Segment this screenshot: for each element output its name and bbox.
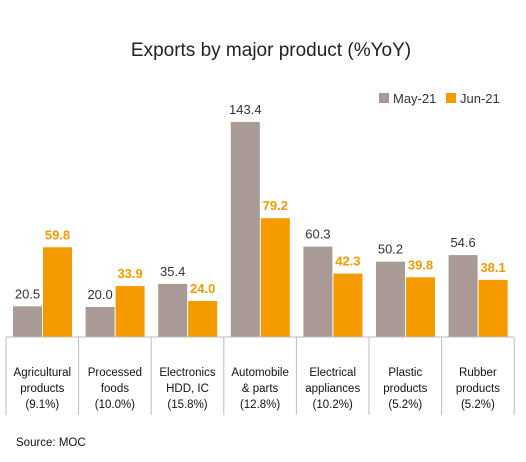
value-label-jun-21-plastic: 39.8 (408, 257, 433, 272)
category-label-plastic-line-2: products (383, 383, 427, 395)
value-label-may-21-electronics: 35.4 (160, 264, 185, 279)
bar-jun-21-automobile (260, 218, 290, 337)
category-label-agricultural-line-3: (9.1%) (25, 399, 59, 411)
category-label-electronics-line-1: Electronics (159, 367, 215, 379)
category-label-electrical-line-3: (10.2%) (313, 399, 353, 411)
category-label-agricultural-line-2: products (20, 383, 64, 395)
value-label-may-21-plastic: 50.2 (378, 242, 403, 257)
value-label-jun-21-automobile: 79.2 (263, 198, 288, 213)
bar-jun-21-electrical (333, 273, 363, 337)
bar-value-labels: 20.5 59.8 20.0 33.9 35.4 24.0 143.4 79.2 60.3 42.… (15, 102, 506, 302)
value-label-may-21-agricultural: 20.5 (15, 286, 40, 301)
bar-may-21-agricultural (13, 306, 42, 338)
bar-jun-21-plastic (406, 277, 435, 337)
bars (13, 121, 508, 338)
category-label-rubber-line-2: products (456, 383, 500, 395)
legend-label-jun-21: Jun-21 (460, 91, 500, 106)
value-label-may-21-rubber: 54.6 (450, 235, 475, 250)
value-label-jun-21-rubber: 38.1 (480, 260, 505, 275)
category-label-plastic-line-3: (5.2%) (388, 399, 422, 411)
value-label-jun-21-electrical: 42.3 (335, 254, 360, 269)
category-dividers (5, 337, 515, 415)
value-label-may-21-electrical: 60.3 (305, 227, 330, 242)
source-note: Source: MOC (16, 437, 86, 449)
category-label-electrical-line-2: appliances (305, 383, 360, 395)
category-label-plastic-line-1: Plastic (388, 367, 422, 379)
value-label-jun-21-electronics: 24.0 (190, 281, 215, 296)
bar-jun-21-rubber (478, 279, 508, 338)
category-label-rubber-line-3: (5.2%) (461, 399, 495, 411)
bar-may-21-electrical (303, 246, 333, 337)
value-label-may-21-automobile: 143.4 (229, 102, 262, 117)
category-label-automobile-line-2: & parts (242, 383, 279, 395)
value-label-jun-21-agricultural: 59.8 (45, 227, 70, 242)
chart-title: Exports by major product (%YoY) (131, 40, 411, 61)
category-label-processed-line-3: (10.0%) (95, 399, 135, 411)
category-labels: Agricultural products (9.1%) Processed foods… (14, 367, 501, 411)
bar-may-21-electronics (158, 283, 188, 337)
category-label-processed-line-1: Processed (88, 367, 142, 379)
category-label-electrical-line-1: Electrical (309, 367, 356, 379)
legend-swatch-may-21 (379, 93, 389, 103)
bar-jun-21-electronics (188, 301, 218, 337)
category-label-electronics-line-3: (15.8%) (167, 399, 207, 411)
bar-may-21-processed (85, 307, 115, 337)
legend-label-may-21: May-21 (393, 91, 436, 106)
category-label-automobile-line-3: (12.8%) (240, 399, 280, 411)
bar-may-21-plastic (376, 261, 405, 337)
value-label-may-21-processed: 20.0 (87, 287, 112, 302)
bar-jun-21-agricultural (43, 247, 72, 337)
value-label-jun-21-processed: 33.9 (117, 266, 142, 281)
bar-jun-21-processed (115, 286, 145, 337)
category-label-automobile-line-1: Automobile (231, 367, 289, 379)
bar-may-21-rubber (448, 255, 478, 337)
category-label-electronics-line-2: HDD, IC (166, 383, 209, 395)
category-label-processed-line-2: foods (101, 383, 129, 395)
category-label-agricultural-line-1: Agricultural (14, 367, 72, 379)
category-label-rubber-line-1: Rubber (459, 367, 497, 379)
legend-swatch-jun-21 (446, 93, 456, 103)
legend: May-21 Jun-21 (379, 91, 500, 106)
bar-may-21-automobile (230, 121, 260, 338)
